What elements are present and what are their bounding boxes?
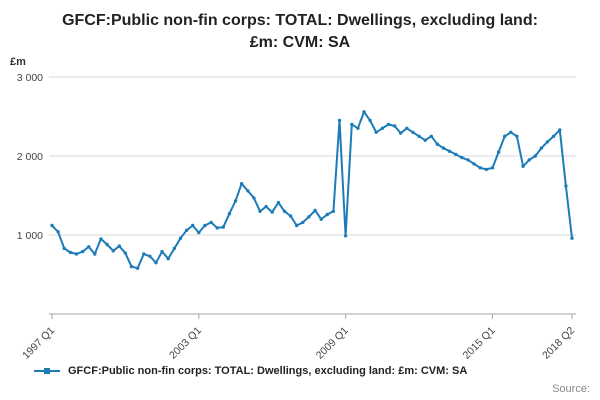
svg-text:2003 Q1: 2003 Q1 xyxy=(167,325,204,362)
chart-title: GFCF:Public non-fin corps: TOTAL: Dwelli… xyxy=(62,12,538,51)
source-label: Source: xyxy=(552,383,590,395)
legend-line-marker-icon xyxy=(34,368,60,375)
svg-text:1 000: 1 000 xyxy=(17,230,43,242)
svg-text:2018 Q2: 2018 Q2 xyxy=(540,325,577,362)
svg-text:2 000: 2 000 xyxy=(17,151,43,163)
legend-square-marker-icon xyxy=(44,368,50,375)
legend[interactable]: GFCF:Public non-fin corps: TOTAL: Dwelli… xyxy=(34,365,600,377)
svg-text:£m: £m xyxy=(10,56,26,68)
legend-label: GFCF:Public non-fin corps: TOTAL: Dwelli… xyxy=(68,365,468,378)
line-chart[interactable]: 1 000 2 000 3 000 £m 1997 Q1 2003 Q1 2009 Q1 20… xyxy=(0,53,600,365)
svg-text:2015 Q1: 2015 Q1 xyxy=(461,325,498,362)
svg-text:2009 Q1: 2009 Q1 xyxy=(314,325,351,362)
svg-text:1997 Q1: 1997 Q1 xyxy=(20,325,57,362)
svg-text:3 000: 3 000 xyxy=(17,72,43,84)
